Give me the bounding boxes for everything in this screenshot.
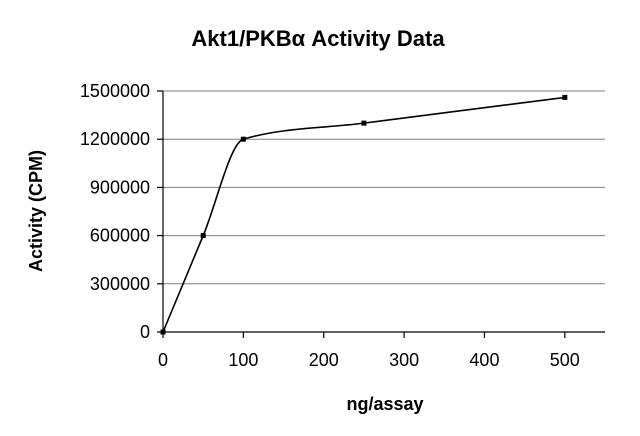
y-tick-label-5: 1500000 <box>80 81 150 101</box>
y-tick-label-0: 0 <box>140 322 150 342</box>
y-tick-label-2: 600000 <box>90 226 150 246</box>
x-tick-label-0: 0 <box>158 350 168 370</box>
x-tick-label-2: 200 <box>309 350 339 370</box>
y-tick-label-1: 300000 <box>90 274 150 294</box>
x-tick-label-4: 400 <box>469 350 499 370</box>
x-tick-label-5: 500 <box>550 350 580 370</box>
gridlines <box>163 90 605 285</box>
series <box>160 94 568 335</box>
data-point-1 <box>200 233 206 239</box>
x-tick-label-3: 300 <box>389 350 419 370</box>
data-point-2 <box>240 136 246 142</box>
data-point-3 <box>361 120 367 126</box>
data-point-0 <box>160 329 166 335</box>
x-axis-label: ng/assay <box>346 394 423 414</box>
data-point-4 <box>562 94 568 100</box>
chart-title: Akt1/PKBα Activity Data <box>191 26 445 51</box>
y-tick-label-4: 1200000 <box>80 129 150 149</box>
axes <box>157 90 605 338</box>
x-tick-label-1: 100 <box>228 350 258 370</box>
tick-labels: 0 300000 600000 900000 1200000 1500000 0 100 200… <box>80 81 580 370</box>
series-line <box>162 96 565 333</box>
y-tick-label-3: 900000 <box>90 177 150 197</box>
y-axis-label: Activity (CPM) <box>26 150 46 272</box>
